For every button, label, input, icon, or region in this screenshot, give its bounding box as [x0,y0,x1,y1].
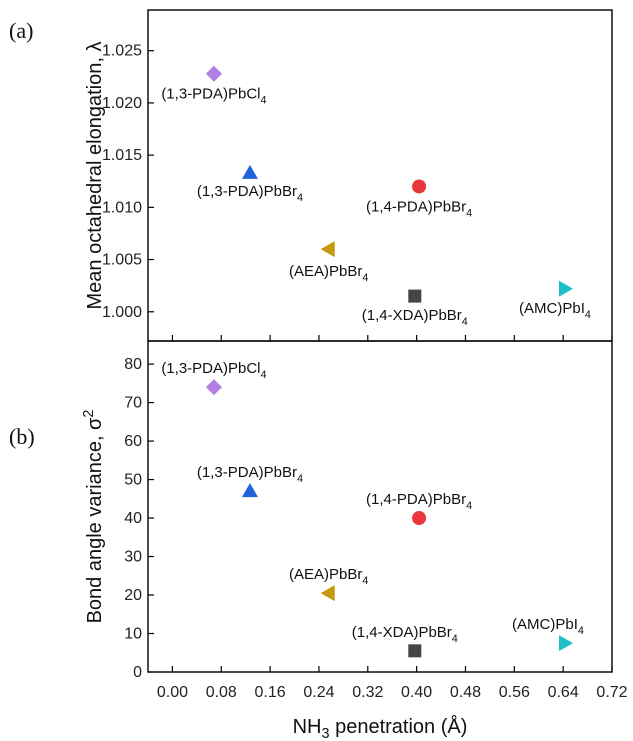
ytick-label: 80 [124,356,142,373]
ytick-label: 10 [124,626,142,643]
ytick-label: 20 [124,587,142,604]
xtick-label: 0.56 [499,684,530,701]
ylabel-a: Mean octahedral elongation, λ [84,42,106,310]
ytick-label: 50 [124,472,142,489]
point-label-a-4: (1,4-XDA)PbBr4 [362,307,468,328]
point-a-1 [241,164,258,179]
point-label-b-1: (1,3-PDA)PbBr4 [197,464,303,485]
plot-frame-a [147,9,613,342]
panel-label-b: (b) [9,424,35,449]
ylabel-b: Bond angle variance, σ2 [81,410,106,624]
ytick-label: 70 [124,395,142,412]
point-label-a-3: (AEA)PbBr4 [289,263,368,284]
xtick-label: 0.16 [255,684,286,701]
point-label-b-0: (1,3-PDA)PbCl4 [161,360,266,381]
ytick-label: 1.000 [102,304,142,321]
point-a-3 [320,241,335,258]
point-b-0 [205,379,222,396]
xtick-label: 0.40 [401,684,432,701]
point-label-a-2: (1,4-PDA)PbBr4 [366,198,472,219]
point-a-5 [558,280,573,297]
xtick-label: 0.64 [548,684,579,701]
ytick-label: 1.010 [102,199,142,216]
panel-label-a: (a) [9,18,33,43]
point-label-b-2: (1,4-PDA)PbBr4 [366,491,472,512]
ytick-label: 1.020 [102,95,142,112]
point-label-b-3: (AEA)PbBr4 [289,566,368,587]
xtick-label: 0.24 [303,684,334,701]
point-label-a-0: (1,3-PDA)PbCl4 [161,86,266,107]
point-b-5 [558,635,573,652]
ytick-label: 0 [133,664,142,681]
ytick-label: 1.025 [102,43,142,60]
point-a-4 [408,289,422,303]
point-b-2 [412,511,427,526]
ytick-label: 60 [124,433,142,450]
ytick-label: 1.015 [102,147,142,164]
plot-frame-b [147,340,613,673]
xlabel: NH3 penetration (Å) [293,715,468,741]
ytick-label: 1.005 [102,252,142,269]
point-a-2 [412,179,427,194]
ytick-label: 40 [124,510,142,527]
point-label-b-5: (AMC)PbI4 [512,616,584,637]
point-label-a-1: (1,3-PDA)PbBr4 [197,183,303,204]
point-label-a-5: (AMC)PbI4 [519,300,591,321]
point-b-3 [320,585,335,602]
panel-a: 1.000 1.005 1.010 1.015 1.020 1.025 (a) Mean oc… [9,9,613,342]
xtick-label: 0.48 [450,684,481,701]
xtick-label: 0.72 [596,684,627,701]
x-axis: 0.00 0.08 0.16 0.24 0.32 0.40 0.48 0.56 0.64 0.72… [157,684,628,741]
point-a-0 [205,65,222,82]
xtick-label: 0.08 [206,684,237,701]
point-b-4 [408,644,422,658]
panel-b: 0 10 20 30 40 50 60 70 80 (b) Bond angle variance,… [9,340,613,681]
point-label-b-4: (1,4-XDA)PbBr4 [352,624,458,645]
point-b-1 [241,483,258,498]
ytick-label: 30 [124,549,142,566]
xtick-label: 0.00 [157,684,188,701]
xtick-label: 0.32 [352,684,383,701]
